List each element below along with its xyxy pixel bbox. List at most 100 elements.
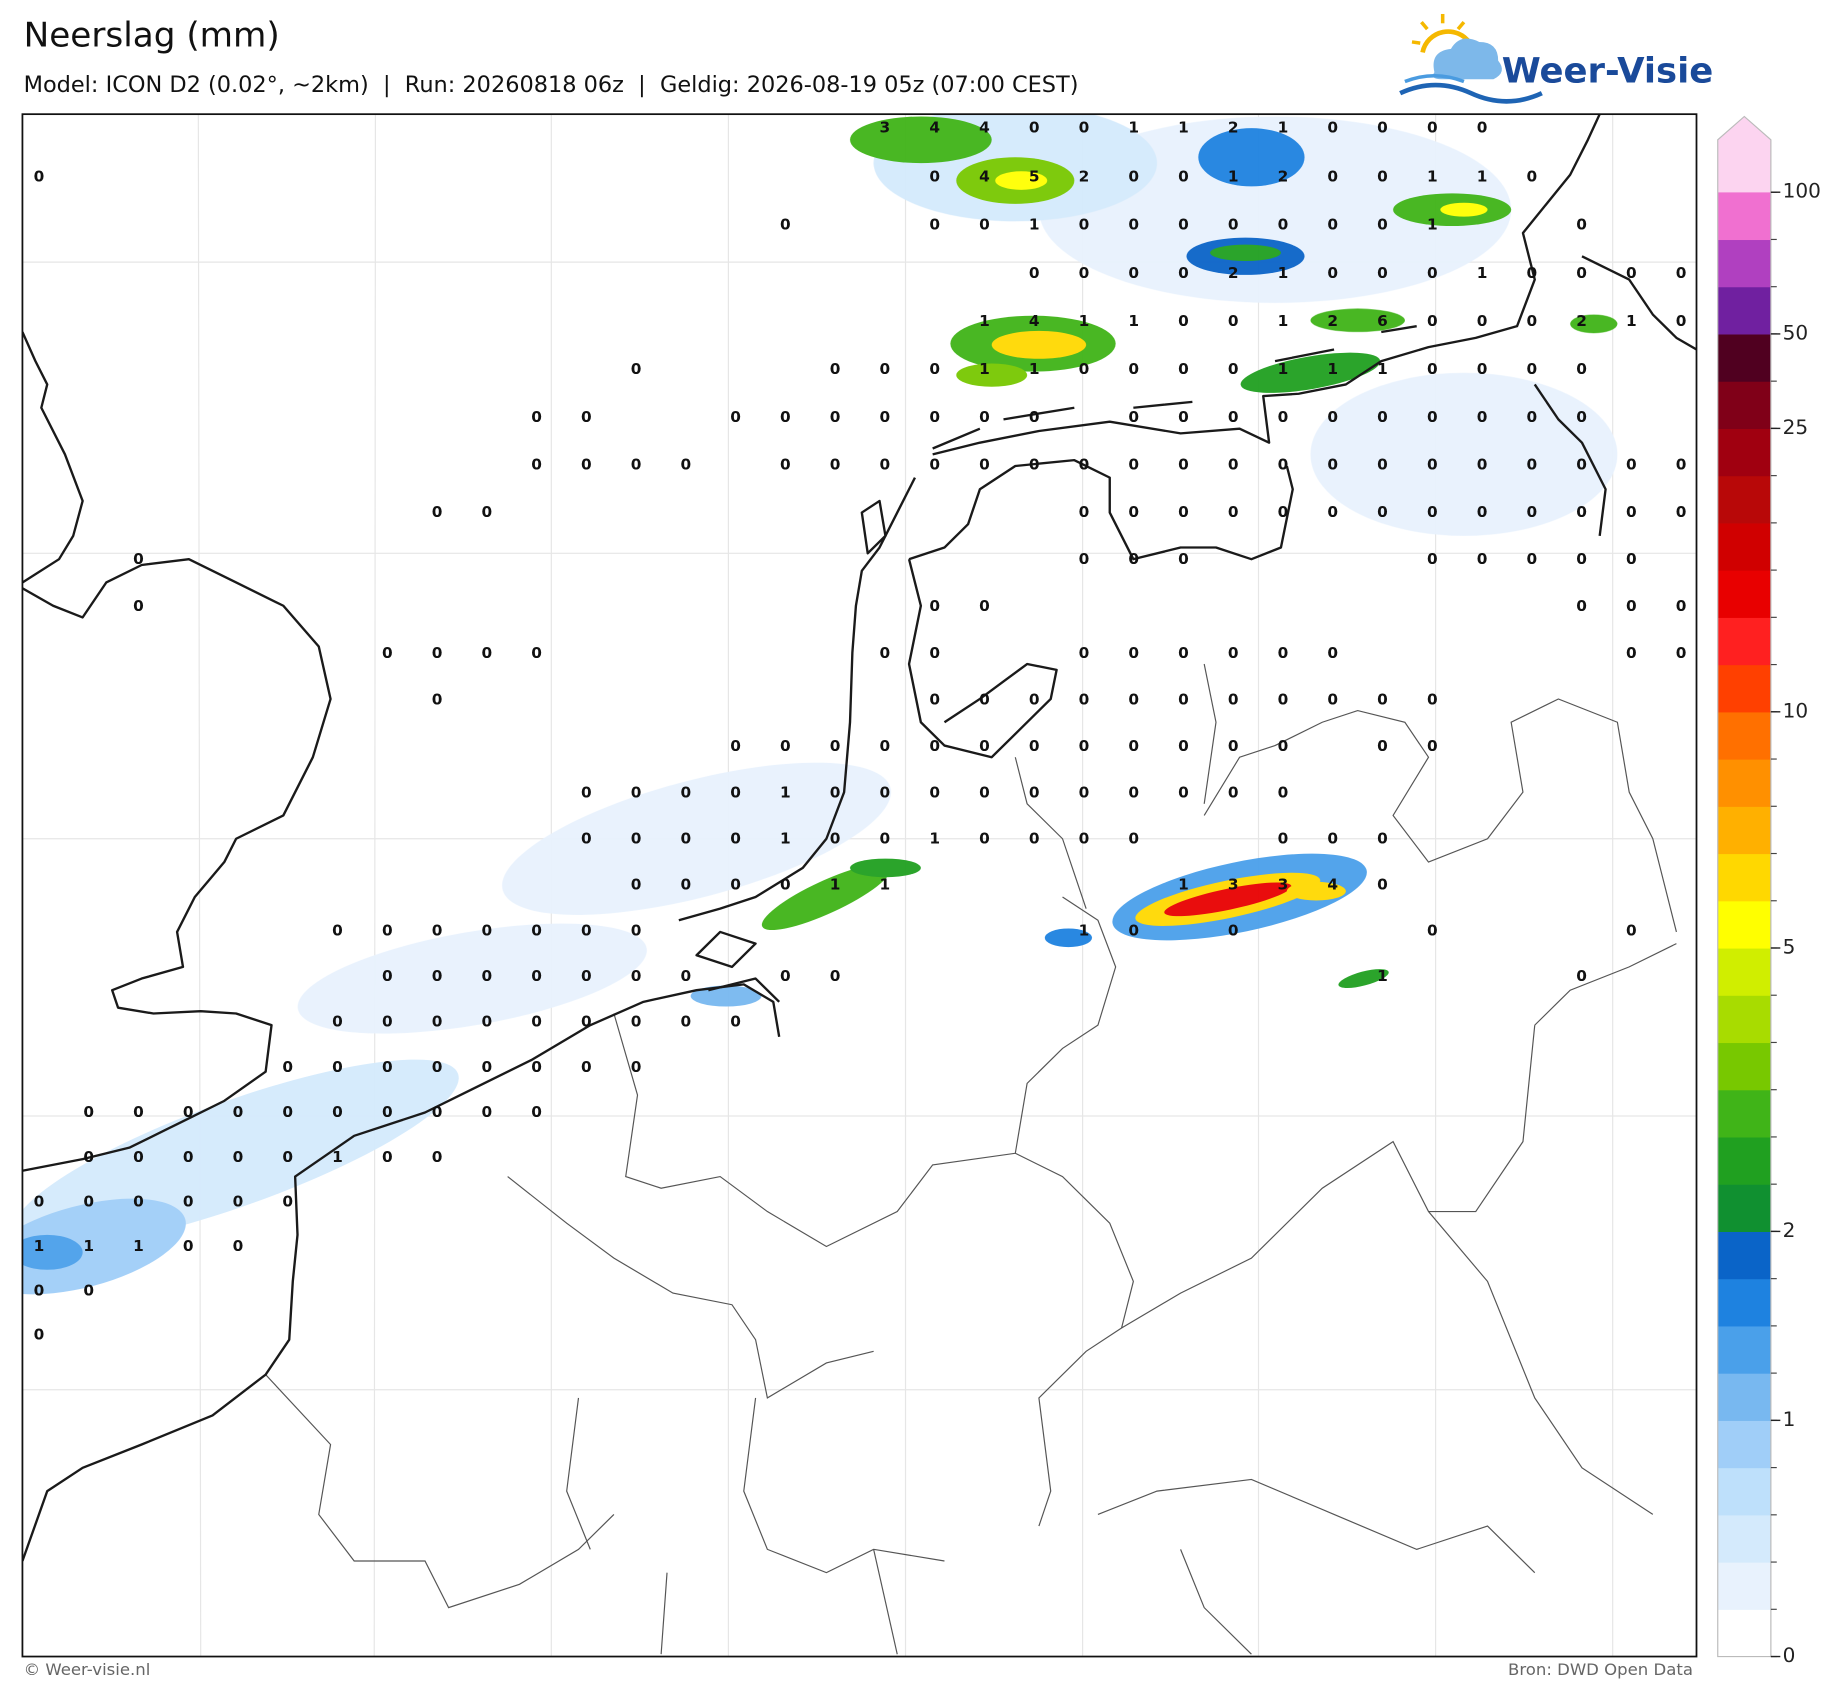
precip-label: 0 (382, 644, 393, 662)
precip-label: 2 (1327, 312, 1338, 330)
precip-label: 0 (531, 1013, 542, 1031)
precip-label: 0 (183, 1148, 194, 1166)
colorbar-tick-label: 100 (1783, 180, 1821, 203)
precip-label: 0 (929, 216, 940, 234)
precip-label: 0 (631, 784, 642, 802)
precip-label: 0 (1079, 784, 1090, 802)
precip-label: 4 (979, 167, 990, 185)
precip-label: 0 (1526, 408, 1537, 426)
precip-label: 0 (929, 784, 940, 802)
precip-label: 0 (432, 1103, 443, 1121)
precip-label: 0 (830, 456, 841, 474)
precip-label: 1 (780, 830, 791, 848)
precip-label: 0 (880, 456, 891, 474)
precip-label: 0 (282, 1148, 293, 1166)
precip-label: 0 (83, 1282, 94, 1300)
precip-label: 0 (1377, 503, 1388, 521)
precip-label: 0 (233, 1148, 244, 1166)
colorbar-segment (1717, 995, 1771, 1044)
precip-label: 0 (1626, 597, 1637, 615)
precip-label: 0 (1526, 503, 1537, 521)
precip-label: 0 (780, 876, 791, 894)
precip-label: 0 (1228, 737, 1239, 755)
precip-label: 2 (1228, 264, 1239, 282)
precip-label: 4 (1029, 312, 1040, 330)
precip-label: 0 (1626, 264, 1637, 282)
precip-label: 0 (282, 1103, 293, 1121)
precip-label: 1 (1427, 216, 1438, 234)
precip-label: 0 (581, 1058, 592, 1076)
precip-label: 0 (1377, 456, 1388, 474)
colorbar-segment (1717, 1184, 1771, 1232)
precip-label: 1 (1029, 360, 1040, 378)
precip-label: 0 (1377, 876, 1388, 894)
precip-label: 0 (1676, 312, 1687, 330)
precip-label: 0 (1626, 644, 1637, 662)
precip-label: 0 (929, 456, 940, 474)
precip-label: 0 (1377, 691, 1388, 709)
precip-label: 0 (929, 597, 940, 615)
precip-label: 0 (432, 1148, 443, 1166)
precip-label: 0 (83, 1148, 94, 1166)
precip-label: 0 (1427, 691, 1438, 709)
precip-label: 0 (1178, 550, 1189, 568)
colorbar-segment (1717, 1231, 1771, 1280)
precip-label: 0 (1128, 216, 1139, 234)
precip-label: 0 (1278, 784, 1289, 802)
precip-label: 0 (1079, 503, 1090, 521)
precip-label: 0 (1178, 784, 1189, 802)
precip-label: 0 (183, 1237, 194, 1255)
precip-label: 0 (631, 967, 642, 985)
precip-label: 0 (1377, 737, 1388, 755)
precip-label: 0 (1377, 830, 1388, 848)
precip-label: 0 (1079, 644, 1090, 662)
precip-label: 0 (1526, 360, 1537, 378)
borders (265, 663, 1677, 1655)
precip-label: 0 (730, 408, 741, 426)
precip-label: 0 (1477, 408, 1488, 426)
precip-label: 0 (929, 691, 940, 709)
precip-label: 6 (1377, 312, 1388, 330)
colorbar-outline (1717, 115, 1772, 1658)
precip-label: 0 (1427, 456, 1438, 474)
colorbar-segment (1717, 711, 1771, 760)
precip-label: 0 (1576, 550, 1587, 568)
precip-label: 0 (1079, 830, 1090, 848)
precip-label: 0 (1327, 644, 1338, 662)
precip-label: 0 (1178, 360, 1189, 378)
precip-label: 0 (979, 691, 990, 709)
precip-label: 0 (1079, 691, 1090, 709)
precip-label: 0 (1079, 216, 1090, 234)
colorbar-tick-label: 5 (1783, 936, 1796, 959)
precip-label: 0 (282, 1058, 293, 1076)
colorbar-segment (1717, 664, 1771, 713)
precip-label: 0 (1128, 784, 1139, 802)
source: Bron: DWD Open Data (1508, 1660, 1693, 1679)
precip-label: 0 (1128, 456, 1139, 474)
precip-label: 0 (780, 737, 791, 755)
precip-label: 1 (1228, 167, 1239, 185)
precip-label: 0 (780, 456, 791, 474)
precip-label: 0 (929, 360, 940, 378)
colorbar-segment (1717, 1467, 1771, 1516)
precip-label: 0 (581, 922, 592, 940)
subtitle: Model: ICON D2 (0.02°, ~2km) | Run: 2026… (24, 72, 1079, 98)
precip-label: 0 (1278, 456, 1289, 474)
precip-label: 0 (880, 360, 891, 378)
precip-label: 0 (133, 1103, 144, 1121)
precip-label: 0 (1526, 312, 1537, 330)
coastlines (22, 114, 1697, 1562)
precip-label: 0 (1626, 503, 1637, 521)
precip-label: 0 (531, 1103, 542, 1121)
precip-label: 0 (730, 737, 741, 755)
precip-label: 1 (332, 1148, 343, 1166)
precip-label: 2 (1079, 167, 1090, 185)
colorbar-segment (1717, 900, 1771, 949)
precip-label: 1 (1278, 312, 1289, 330)
precip-label: 1 (979, 312, 990, 330)
precip-label: 0 (332, 1103, 343, 1121)
precip-label: 0 (1228, 503, 1239, 521)
precip-label: 0 (1477, 550, 1488, 568)
precip-label: 0 (581, 1013, 592, 1031)
